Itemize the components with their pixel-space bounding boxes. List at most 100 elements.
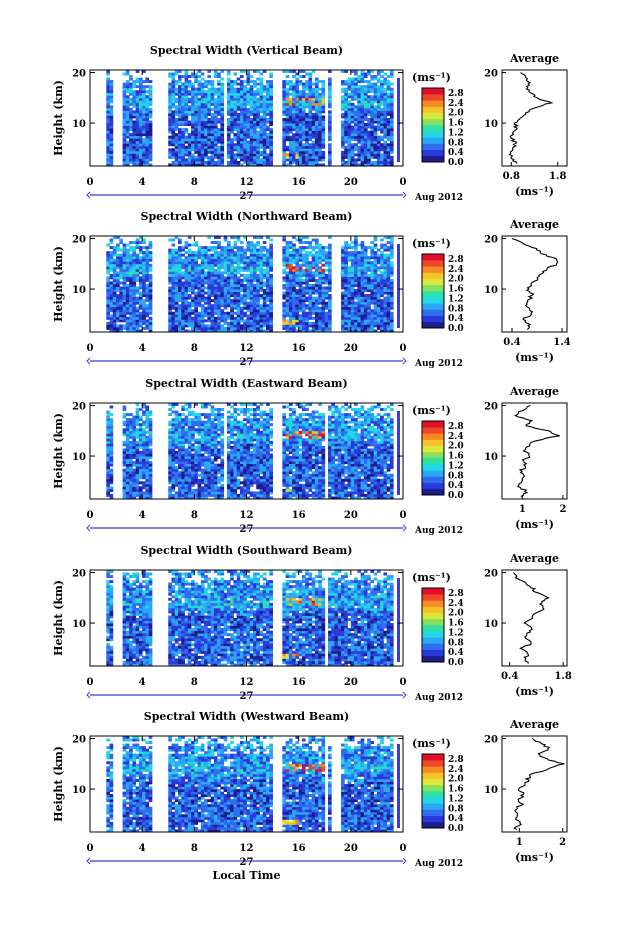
- heatmap-cell: [328, 276, 332, 280]
- heatmap-cell: [370, 316, 375, 320]
- heatmap-cell: [370, 163, 375, 167]
- panel-title: Spectral Width (Vertical Beam): [150, 44, 343, 57]
- heatmap-cell: [288, 115, 293, 119]
- heatmap-cell: [109, 289, 114, 292]
- heatmap-cell: [246, 148, 251, 152]
- heatmap-cell: [184, 145, 189, 149]
- heatmap-cell: [138, 286, 143, 290]
- heatmap-cell: [220, 90, 225, 94]
- heatmap-cell: [350, 77, 355, 81]
- heatmap-cell: [347, 102, 352, 106]
- heatmap-cell: [109, 256, 114, 260]
- heatmap-cell: [318, 294, 322, 298]
- heatmap-cell: [328, 319, 332, 323]
- heatmap-cell: [217, 87, 221, 91]
- heatmap-cell: [233, 251, 238, 255]
- heatmap-cell: [389, 107, 394, 111]
- heatmap-cell: [178, 299, 182, 303]
- heatmap-cell: [301, 92, 306, 96]
- heatmap-cell: [350, 296, 355, 300]
- heatmap-cell: [292, 306, 296, 310]
- heatmap-cell: [236, 97, 241, 101]
- heatmap-cell: [370, 150, 375, 154]
- heatmap-cell: [314, 311, 319, 315]
- heatmap-cell: [191, 148, 195, 152]
- heatmap-cell: [171, 324, 176, 328]
- heatmap-cell: [269, 243, 273, 247]
- heatmap-cell: [207, 90, 212, 94]
- heatmap-cell: [262, 150, 267, 154]
- heatmap-cell: [194, 77, 198, 81]
- heatmap-cell: [197, 148, 202, 152]
- heatmap-cell: [367, 138, 371, 142]
- heatmap-cell: [178, 324, 182, 328]
- heatmap-cell: [350, 160, 355, 164]
- heatmap-cell: [282, 309, 287, 313]
- heatmap-cell: [171, 82, 176, 86]
- heatmap-cell: [233, 153, 238, 157]
- heatmap-cell: [194, 319, 198, 323]
- heatmap-cell: [125, 309, 130, 313]
- heatmap-cell: [220, 77, 225, 81]
- heatmap-cell: [142, 160, 146, 164]
- heatmap-cell: [125, 82, 130, 86]
- heatmap-cell: [112, 294, 117, 298]
- heatmap-cell: [292, 299, 296, 303]
- heatmap-cell: [253, 268, 257, 272]
- heatmap-cell: [311, 123, 316, 126]
- heatmap-cell: [269, 82, 273, 86]
- heatmap-cell: [328, 85, 332, 89]
- heatmap-cell: [380, 110, 384, 114]
- heatmap-cell: [125, 163, 130, 167]
- heatmap-cell: [135, 110, 140, 114]
- heatmap-cell: [328, 70, 332, 73]
- heatmap-cell: [187, 304, 192, 308]
- heatmap-cell: [347, 143, 352, 147]
- heatmap-cell: [295, 256, 300, 260]
- heatmap-cell: [223, 261, 228, 265]
- heatmap-cell: [285, 286, 290, 290]
- heatmap-cell: [112, 306, 117, 310]
- heatmap-cell: [122, 130, 127, 134]
- heatmap-cell: [223, 276, 228, 280]
- heatmap-cell: [318, 133, 322, 137]
- heatmap-cell: [328, 236, 332, 239]
- heatmap-cell: [285, 133, 290, 137]
- heatmap-cell: [389, 278, 394, 282]
- heatmap-cell: [213, 150, 218, 154]
- heatmap-cell: [122, 256, 127, 260]
- heatmap-cell: [308, 314, 313, 318]
- heatmap-cell: [373, 145, 378, 149]
- heatmap-cell: [122, 123, 127, 126]
- heatmap-cell: [125, 261, 130, 265]
- heatmap-cell: [223, 311, 228, 315]
- heatmap-cell: [363, 138, 368, 142]
- heatmap-cell: [246, 160, 251, 164]
- heatmap-cell: [207, 87, 212, 91]
- heatmap-cell: [380, 112, 384, 116]
- heatmap-cell: [191, 105, 195, 109]
- heatmap-cell: [308, 316, 313, 320]
- heatmap-cell: [308, 133, 313, 137]
- heatmap-cell: [233, 145, 238, 149]
- heatmap-cell: [194, 326, 198, 330]
- heatmap-cell: [168, 261, 172, 265]
- heatmap-cell: [360, 110, 365, 114]
- heatmap-cell: [119, 309, 123, 313]
- heatmap-cell: [239, 153, 244, 157]
- heatmap-cell: [360, 100, 365, 104]
- heatmap-cell: [217, 80, 221, 84]
- heatmap-cell: [301, 135, 306, 139]
- heatmap-cell: [256, 82, 260, 86]
- heatmap-cell: [318, 138, 322, 142]
- heatmap-cell: [187, 243, 192, 247]
- heatmap-cell: [383, 296, 388, 300]
- heatmap-cell: [292, 123, 296, 126]
- heatmap-cell: [197, 299, 202, 303]
- heatmap-cell: [197, 130, 202, 134]
- heatmap-cell: [298, 107, 303, 111]
- heatmap-cell: [181, 133, 185, 137]
- heatmap-cell: [138, 82, 143, 86]
- heatmap-cell: [324, 258, 329, 262]
- heatmap-cell: [174, 268, 179, 272]
